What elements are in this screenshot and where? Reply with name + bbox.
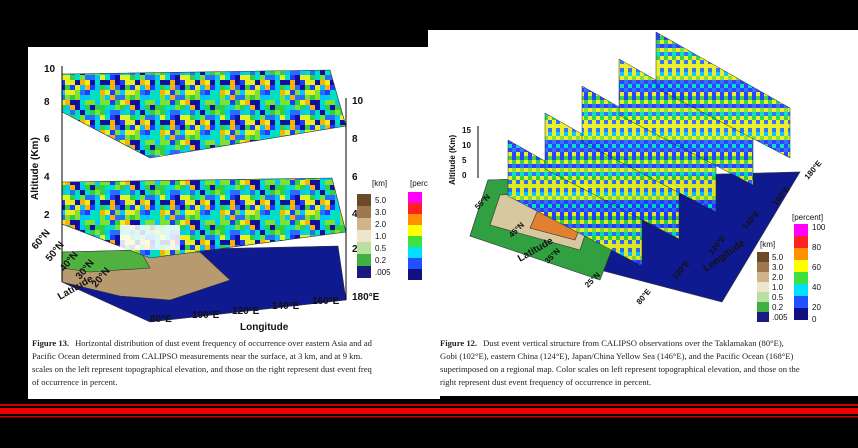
rule-thin [0, 416, 858, 418]
tick-label: 10 [462, 141, 471, 150]
legend-label: 20 [812, 303, 821, 312]
legend-label: 0 [812, 315, 817, 324]
caption-line: Pacific Ocean determined from CALIPSO me… [32, 351, 362, 361]
tick-label: 0 [462, 171, 467, 180]
legend-label: .005 [772, 313, 788, 322]
legend-swatch [757, 302, 769, 312]
longitude-label: 180°E [352, 292, 380, 303]
caption-line: right represent dust event frequency of … [440, 377, 651, 387]
tick-label: 8 [44, 97, 50, 108]
legend-label: 0.5 [375, 244, 387, 253]
slide: 108642108642Altitude (Km)[km][percent]5.… [0, 0, 858, 448]
legend-swatch [794, 236, 808, 248]
legend-label: 0.2 [375, 256, 387, 265]
longitude-label: 120°E [232, 306, 260, 317]
legend-title: [percent] [792, 213, 823, 222]
legend-swatch [794, 308, 808, 320]
legend-label: 1.0 [375, 232, 387, 241]
legend-swatch [757, 262, 769, 272]
tick-label: 10 [44, 64, 56, 75]
legend-swatch [408, 203, 422, 214]
legend-swatch [757, 272, 769, 282]
axis-title: Altitude (Km) [30, 137, 41, 200]
caption-line: of occurrence in percent. [32, 377, 117, 387]
axis-title: Longitude [240, 322, 289, 333]
caption: Figure 13. Horizontal distribution of dus… [32, 338, 373, 348]
tick-label: 6 [44, 134, 50, 145]
longitude-label: 80°E [150, 314, 172, 325]
legend-label: 0.2 [772, 303, 784, 312]
caption-line: scales on the left represent topographic… [32, 364, 373, 374]
legend-swatch [357, 230, 371, 242]
legend-swatch [357, 254, 371, 266]
legend-swatch [408, 236, 422, 247]
tick-label: 6 [352, 172, 358, 183]
legend-swatch [794, 296, 808, 308]
legend-title: [km] [372, 179, 387, 188]
caption: Figure 12. Dust event vertical structure … [440, 338, 784, 348]
legend-label: 40 [812, 283, 821, 292]
caption-line: Horizontal distribution of dust event fr… [75, 338, 373, 348]
legend-label: 60 [812, 263, 821, 272]
rule-red [0, 408, 858, 414]
longitude-label: 160°E [312, 296, 340, 307]
legend-swatch [757, 252, 769, 262]
legend-label: 80 [812, 243, 821, 252]
white-patch [120, 225, 180, 250]
caption-line: superimposed on a regional map. Color sc… [440, 364, 800, 374]
legend-swatch [408, 269, 422, 280]
legend-swatch [408, 214, 422, 225]
caption-line: Gobi (102°E), eastern China (124°E), Jap… [440, 351, 793, 361]
legend-swatch [357, 242, 371, 254]
legend-swatch [357, 266, 371, 278]
legend-swatch [794, 284, 808, 296]
legend-swatch [357, 194, 371, 206]
longitude-label: 140°E [272, 301, 300, 312]
legend-label: 3.0 [375, 208, 387, 217]
caption-line: Dust event vertical structure from CALIP… [483, 338, 784, 348]
legend-swatch [794, 272, 808, 284]
legend-swatch [794, 224, 808, 236]
legend-swatch [794, 248, 808, 260]
longitude-label: 100°E [192, 310, 220, 321]
legend-label: 5.0 [772, 253, 784, 262]
legend-swatch [408, 247, 422, 258]
legend-label: 100 [812, 223, 826, 232]
tick-label: 5 [462, 156, 467, 165]
legend-swatch [408, 258, 422, 269]
tick-label: 2 [44, 210, 50, 221]
legend-swatch [757, 282, 769, 292]
tick-label: 15 [462, 126, 471, 135]
legend-swatch [408, 192, 422, 203]
legend-swatch [357, 206, 371, 218]
legend-title: [km] [760, 240, 775, 249]
legend-label: 2.0 [772, 273, 784, 282]
legend-label: 2.0 [375, 220, 387, 229]
legend-label: 1.0 [772, 283, 784, 292]
tick-label: 10 [352, 96, 364, 107]
caption-label: Figure 12. [440, 338, 477, 348]
legend-swatch [794, 260, 808, 272]
tick-label: 4 [44, 172, 50, 183]
axis-title: Altitude (Km) [448, 134, 457, 185]
legend-label: .005 [375, 268, 391, 277]
legend-label: 3.0 [772, 263, 784, 272]
legend-swatch [357, 218, 371, 230]
legend-swatch [408, 225, 422, 236]
legend-swatch [757, 312, 769, 322]
rule-thin [0, 404, 858, 406]
legend-swatch [757, 292, 769, 302]
legend-label: 5.0 [375, 196, 387, 205]
tick-label: 8 [352, 134, 358, 145]
caption-label: Figure 13. [32, 338, 69, 348]
legend-label: 0.5 [772, 293, 784, 302]
